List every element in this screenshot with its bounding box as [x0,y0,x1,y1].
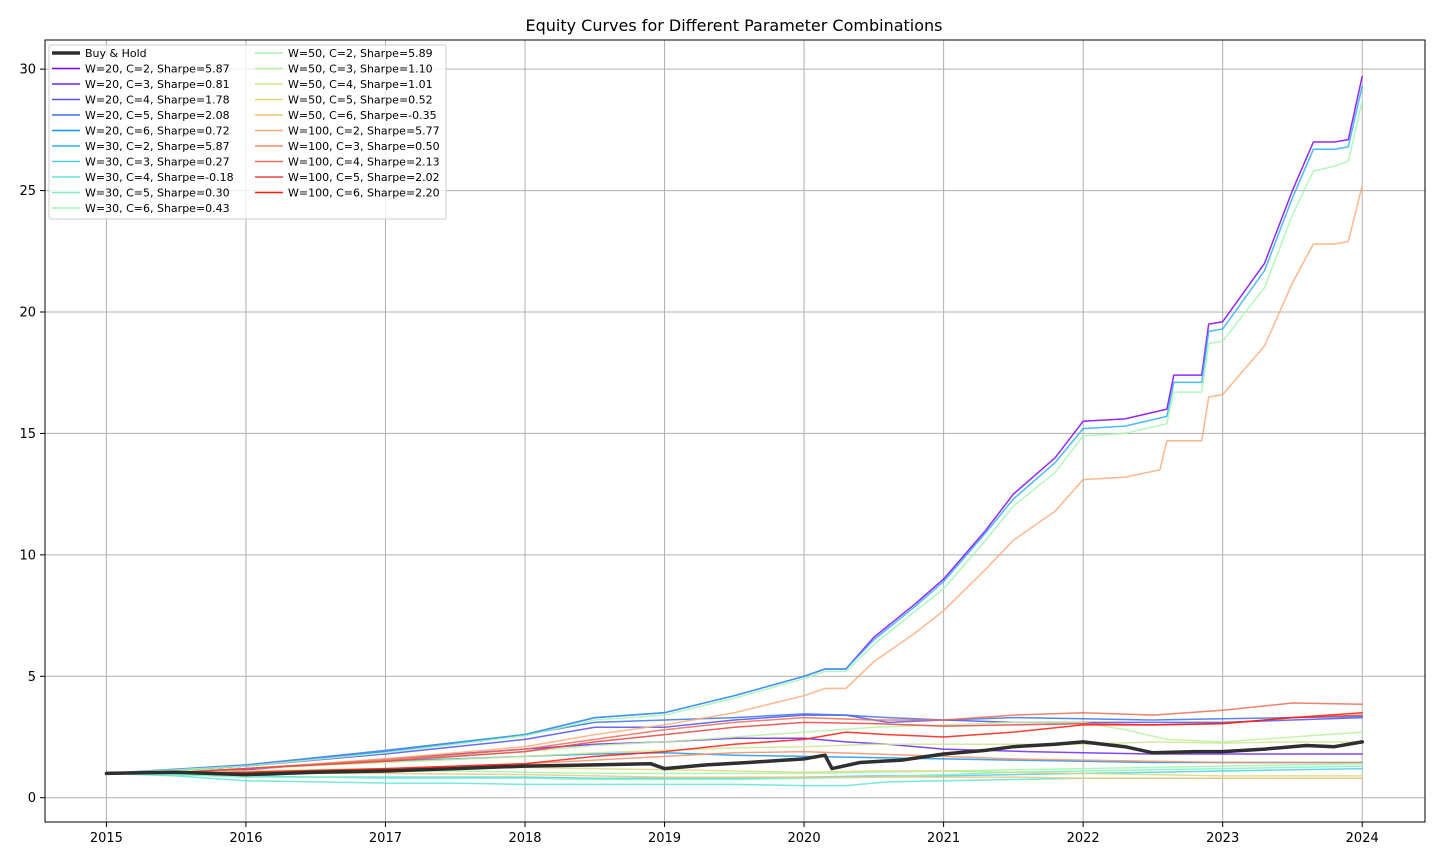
legend-label: W=30, C=3, Sharpe=0.27 [85,156,230,169]
x-tick-label: 2019 [648,831,681,846]
axes-layer: 2015 2016 2017 2018 2019 2020 2021 2022 2023 2024… [19,39,1426,846]
series-line [161,184,1363,775]
grid-layer [45,40,1425,822]
legend-label: W=30, C=5, Sharpe=0.30 [85,187,230,200]
series-line [104,740,1364,777]
series-line [105,772,1363,780]
legend-label: W=50, C=6, Sharpe=-0.35 [288,109,437,122]
series-line [105,765,1363,781]
legend-label: W=50, C=5, Sharpe=0.52 [288,94,433,107]
plot-frame [44,39,1426,823]
series-line [161,702,1363,775]
y-tick-label: 15 [19,427,36,442]
legend-label: W=30, C=4, Sharpe=-0.18 [85,171,234,184]
x-tick-label: 2020 [788,831,821,846]
legend-label: W=20, C=2, Sharpe=5.87 [85,63,230,76]
legend-label: W=100, C=4, Sharpe=2.13 [288,156,440,169]
y-tick-label: 30 [19,63,36,78]
x-tick-label: 2015 [90,831,123,846]
legend-frame [48,44,447,220]
x-tick-label: 2016 [229,831,262,846]
legend: Buy & Hold W=20, C=2, Sharpe=5.87 W=20, C=… [48,44,447,220]
legend-label: W=100, C=5, Sharpe=2.02 [288,171,440,184]
series-line [105,741,1363,775]
legend-label: Buy & Hold [85,47,147,60]
x-tick-label: 2023 [1206,831,1239,846]
legend-label: W=50, C=2, Sharpe=5.89 [288,47,433,60]
legend-label: W=20, C=4, Sharpe=1.78 [85,94,230,107]
x-tick-label: 2024 [1346,831,1379,846]
legend-label: W=20, C=6, Sharpe=0.72 [85,125,230,138]
legend-label: W=50, C=4, Sharpe=1.01 [288,78,433,91]
series-line [161,711,1363,775]
legend-label: W=20, C=3, Sharpe=0.81 [85,78,230,91]
x-tick-label: 2022 [1067,831,1100,846]
series-line [105,99,1363,775]
legend-label: W=30, C=2, Sharpe=5.87 [85,140,230,153]
y-tick-label: 20 [19,306,36,321]
legend-label: W=20, C=5, Sharpe=2.08 [85,109,230,122]
x-tick-label: 2021 [927,831,960,846]
y-tick-label: 10 [19,548,36,563]
series-line [105,85,1363,775]
x-tick-label: 2017 [369,831,402,846]
legend-label: W=100, C=2, Sharpe=5.77 [288,125,440,138]
legend-label: W=30, C=6, Sharpe=0.43 [85,202,230,215]
legend-label: W=100, C=3, Sharpe=0.50 [288,140,440,153]
legend-label: W=100, C=6, Sharpe=2.20 [288,187,440,200]
y-tick-label: 0 [28,791,36,806]
legend-label: W=50, C=3, Sharpe=1.10 [288,63,433,76]
y-tick-label: 5 [28,670,36,685]
y-tick-label: 25 [19,184,36,199]
chart-title: Equity Curves for Different Parameter Co… [526,16,943,35]
x-tick-label: 2018 [508,831,541,846]
series-layer [104,75,1364,787]
